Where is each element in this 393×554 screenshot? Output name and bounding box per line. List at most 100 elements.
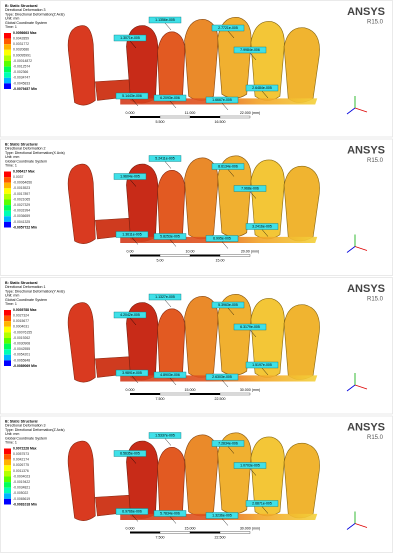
probe-label: 2.6871e-005: [252, 501, 272, 505]
legend-label: -0.0015523: [13, 186, 30, 190]
probe-label: 6.995e-005: [213, 236, 231, 240]
probe-box: [148, 432, 182, 439]
version: R15.0: [367, 297, 384, 303]
probe-leader: [169, 100, 177, 109]
probe-box: [113, 34, 147, 42]
probe-label: 2.7721e-005: [218, 26, 238, 30]
legend-swatch: [4, 188, 11, 194]
probe-leader: [261, 506, 269, 514]
header-line: Type: Directional Deformation(Y Axis): [5, 289, 65, 293]
scale-label: 5.500: [156, 120, 165, 124]
header-line: Unit: mm: [5, 432, 19, 436]
scale-bar-c: [190, 254, 220, 257]
header-line: Type: Directional Deformation(Z Axis): [5, 428, 65, 432]
legend-label: -0.0030908: [13, 341, 30, 345]
legend-swatch: [4, 338, 11, 344]
probe-box: [205, 373, 239, 381]
probe-label: 5.3963e-005: [218, 303, 238, 307]
legend-swatch: [4, 55, 11, 61]
probe-label: 6.5635e-005: [120, 451, 140, 455]
probe-box: [233, 185, 267, 192]
legend-swatch: [4, 205, 11, 211]
probe-leader: [261, 367, 269, 376]
probe-box: [113, 450, 147, 457]
header-line: Directional Deformation 3: [5, 424, 46, 428]
legend-label: -0.00076155: [13, 330, 32, 334]
header-line: Time: 1: [5, 302, 17, 306]
probe-label: 2.6303e-005: [212, 375, 232, 379]
legend-swatch: [4, 343, 11, 350]
probe-box: [113, 173, 147, 180]
legend-swatch: [4, 476, 11, 483]
legend-label: -0.0054201: [13, 353, 30, 357]
probe-leader: [249, 329, 257, 338]
probe-label: 1.3611e-005: [122, 232, 141, 236]
probe-leader: [131, 98, 139, 107]
probe-box: [115, 508, 149, 515]
legend-label: -0.0034821: [13, 486, 30, 490]
scale-bar-c: [190, 393, 220, 395]
probe-box: [245, 500, 279, 507]
legend-label: -0.0036659: [13, 214, 30, 218]
probe-box: [205, 512, 239, 519]
header-title: B: Static Structural: [5, 142, 38, 146]
legend-swatch: [4, 454, 11, 460]
legend-swatch: [4, 354, 11, 361]
header-title: B: Static Structural: [5, 419, 38, 423]
legend-swatch: [4, 44, 11, 50]
scale-label: 7.500: [156, 397, 165, 401]
legend-label: -0.0012574: [13, 64, 30, 68]
probe-box: [153, 94, 187, 102]
probe-label: 5.2411e-005: [155, 156, 174, 160]
probe-label: 3.2416e-005: [252, 224, 272, 228]
scale-label: 0.00: [127, 249, 134, 253]
probe-box: [211, 24, 245, 32]
scale-bar-a: [130, 393, 160, 395]
scale-label: 30.000 (mm): [240, 526, 260, 530]
legend-swatch: [4, 83, 11, 89]
probe-leader: [131, 514, 139, 522]
scale-label: 22.500: [215, 535, 226, 539]
probe-label: 1.5337e-005: [155, 433, 175, 437]
probe-label: 6.2093e-006: [160, 96, 180, 100]
legend-label: 0.0057573: [13, 452, 29, 456]
version: R15.0: [367, 435, 384, 441]
legend-swatch: [4, 470, 11, 477]
legend-swatch: [4, 487, 11, 494]
scale-bar-a: [130, 254, 160, 257]
legend-swatch: [4, 221, 11, 228]
axis-z: [346, 246, 356, 253]
legend-swatch: [4, 72, 11, 78]
scale-label: 15.00: [216, 258, 225, 262]
legend-swatch: [4, 38, 11, 45]
probe-label: 2.6484e-005: [252, 86, 272, 90]
axis-z: [346, 523, 356, 530]
header-line: Time: 1: [5, 440, 17, 444]
probe-leader: [131, 375, 139, 384]
probe-box: [211, 301, 245, 309]
version: R15.0: [367, 158, 384, 164]
legend-label: 0.0042859: [13, 36, 29, 40]
probe-label: 5.1443e-006: [122, 94, 142, 98]
legend-swatch: [4, 493, 11, 499]
scale-bar-d: [219, 115, 251, 119]
legend-label: -0.0031994: [13, 209, 30, 213]
scale-label: 10.00: [186, 249, 195, 253]
legend-swatch: [4, 182, 11, 189]
legend-swatch: [4, 171, 11, 178]
legend-label: 0.0042174: [13, 458, 29, 462]
scale-bar-a: [130, 116, 160, 118]
legend-swatch: [4, 177, 11, 183]
probe-label: 1.6667e-005: [212, 98, 232, 102]
probe-box: [233, 323, 267, 331]
probe-box: [115, 231, 149, 238]
probe-leader: [164, 438, 172, 446]
header-line: Global Coordinate System: [5, 159, 47, 163]
legend-swatch: [4, 482, 11, 488]
header-line: Directional Deformation 1: [5, 285, 46, 289]
version: R15.0: [367, 20, 384, 26]
legend-label: -0.00064656: [13, 181, 32, 185]
header-line: Type: Directional Deformation(X Axis): [5, 151, 65, 155]
